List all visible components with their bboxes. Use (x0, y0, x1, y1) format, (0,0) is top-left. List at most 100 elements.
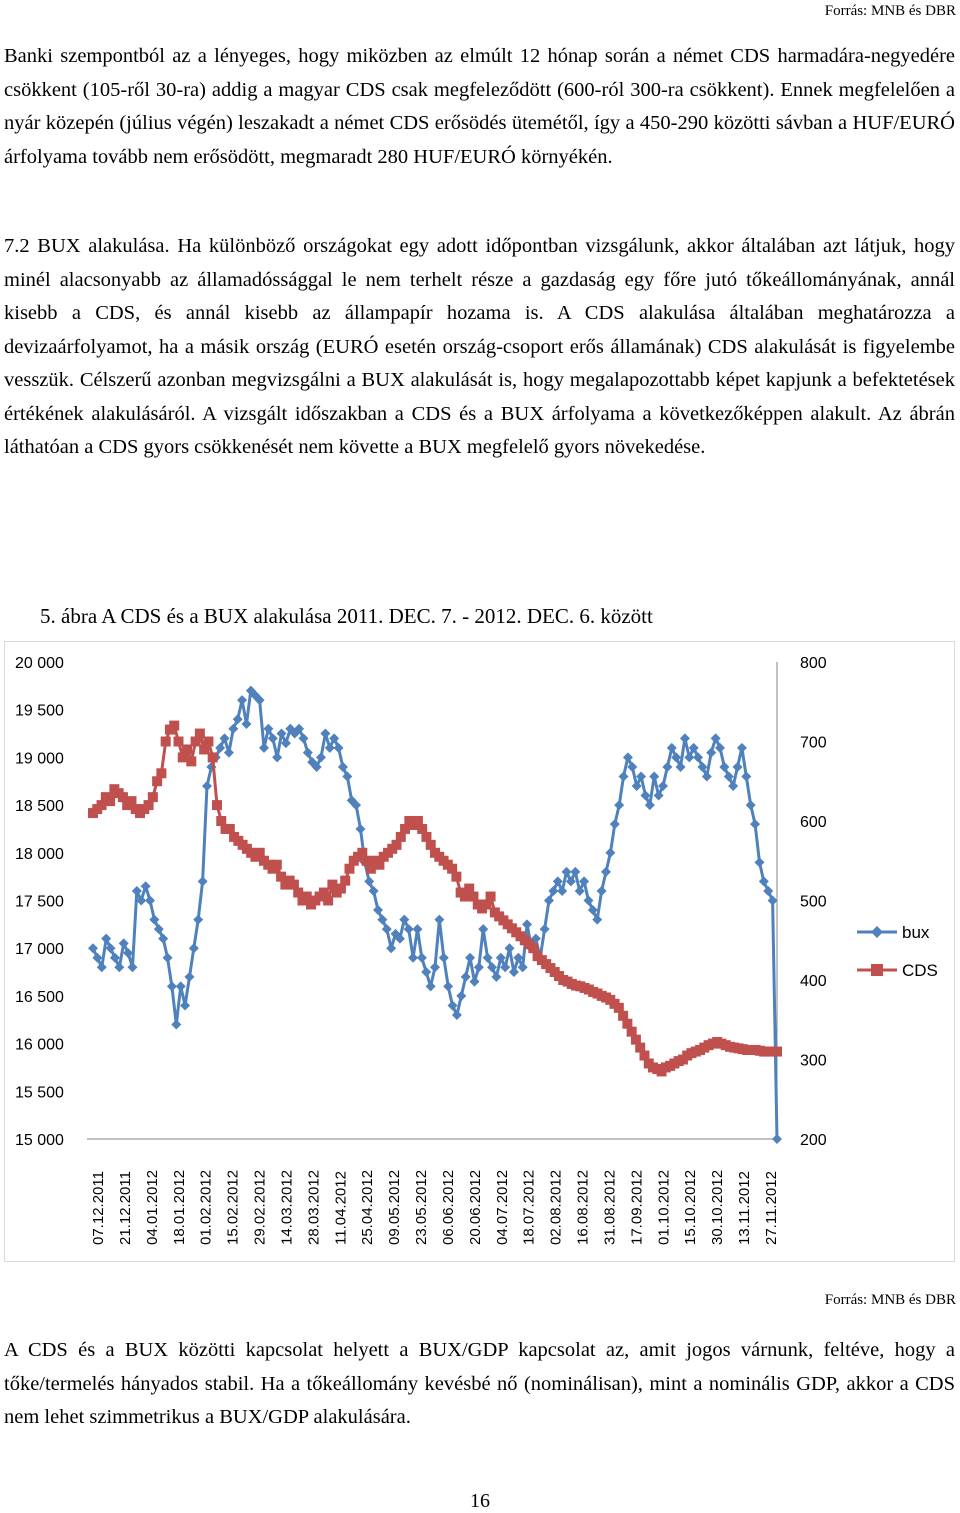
right-axis-tick-label: 200 (800, 1132, 827, 1149)
bux-data-point (736, 742, 747, 753)
bux-data-point (658, 781, 668, 792)
left-axis-tick-label: 19 500 (15, 703, 64, 720)
cds-data-point (169, 720, 180, 731)
bux-data-point (460, 971, 471, 982)
bux-data-point (662, 761, 673, 772)
section-heading: 7.2 BUX alakulása. (4, 235, 170, 257)
bux-data-point (482, 952, 493, 963)
left-axis-tick-label: 16 500 (15, 989, 64, 1006)
left-axis-tick-label: 15 000 (15, 1132, 64, 1149)
bux-data-point (508, 967, 519, 978)
cds-data-point (357, 847, 368, 858)
bux-data-point (421, 967, 432, 978)
legend-marker-bux (871, 926, 883, 938)
bux-data-point (394, 933, 405, 944)
bux-data-point (473, 962, 484, 973)
cds-data-point (177, 752, 188, 763)
bux-data-point (622, 752, 633, 763)
bux-data-point (544, 895, 554, 906)
bux-data-point (140, 881, 151, 892)
right-axis-tick-label: 700 (800, 735, 827, 752)
bux-data-point (145, 895, 155, 906)
cds-data-point (211, 800, 222, 811)
bux-data-point (631, 781, 642, 792)
bux-data-point (403, 924, 414, 935)
bux-data-point (772, 1134, 782, 1144)
x-axis-tick-label: 28.03.2012 (305, 1170, 322, 1245)
bux-data-point (302, 747, 313, 758)
bux-data-point (294, 723, 305, 734)
legend-label-cds: CDS (902, 961, 938, 980)
x-axis-tick-label: 30.10.2012 (709, 1170, 726, 1245)
cds-data-point (327, 879, 338, 890)
cds-data-point (468, 891, 479, 902)
bux-data-point (364, 876, 375, 887)
cds-data-point (182, 744, 193, 755)
bux-data-point (193, 914, 204, 925)
x-axis-tick-label: 13.11.2012 (736, 1171, 753, 1245)
bux-data-point (289, 728, 300, 739)
left-axis-tick-label: 17 000 (15, 941, 64, 958)
x-axis-tick-label: 23.05.2012 (413, 1170, 430, 1245)
bux-data-point (188, 943, 199, 954)
bux-data-point (166, 981, 177, 992)
cds-data-point (288, 879, 299, 890)
x-axis-tick-label: 01.10.2012 (655, 1170, 672, 1245)
bux-data-point (416, 952, 427, 963)
bux-data-point (745, 800, 756, 811)
bux-data-point (671, 752, 682, 763)
x-axis-tick-label: 06.06.2012 (440, 1170, 457, 1245)
cds-data-point (126, 796, 137, 807)
bux-data-point (377, 914, 388, 925)
cds-data-point (464, 883, 475, 894)
x-axis-tick-label: 04.01.2012 (144, 1170, 161, 1245)
cds-data-point (96, 800, 107, 811)
cds-data-point (425, 839, 436, 850)
cds-data-point (613, 1002, 624, 1013)
bux-data-point (754, 857, 765, 868)
bux-data-point (719, 761, 730, 772)
bux-data-point (517, 962, 528, 973)
cds-data-point (622, 1018, 633, 1029)
bux-data-point (92, 952, 103, 963)
bux-data-point (732, 761, 743, 772)
bux-data-point (223, 747, 234, 758)
cds-data-point (639, 1050, 650, 1061)
bux-data-point (583, 895, 594, 906)
bux-data-point (320, 728, 331, 739)
x-axis-tick-label: 07.12.2011 (90, 1171, 107, 1245)
bux-data-point (399, 914, 410, 925)
cds-data-point (635, 1042, 646, 1053)
x-axis-tick-label: 15.02.2012 (225, 1170, 242, 1245)
x-axis-tick-label: 20.06.2012 (467, 1170, 484, 1245)
bux-data-point (565, 876, 576, 887)
bux-data-point (373, 905, 383, 916)
cds-data-point (203, 736, 214, 747)
bux-data-point (443, 981, 454, 992)
bux-data-point (337, 761, 348, 772)
cds-data-point (190, 736, 201, 747)
bux-data-point (118, 938, 129, 949)
bux-data-point (96, 962, 107, 973)
x-axis-tick-label: 25.04.2012 (359, 1170, 376, 1245)
x-axis-tick-label: 04.07.2012 (494, 1170, 511, 1245)
source-note-top: Forrás: MNB és DBR (824, 3, 956, 19)
bux-data-point (276, 728, 287, 739)
cds-data-point (143, 800, 154, 811)
cds-data-point (417, 823, 428, 834)
x-axis-tick-label: 21.12.2011 (117, 1171, 134, 1245)
bux-data-point (513, 952, 524, 963)
cds-data-point (421, 831, 432, 842)
bux-data-point (614, 800, 625, 811)
x-axis-tick-label: 31.08.2012 (601, 1170, 618, 1245)
cds-data-point (374, 859, 385, 870)
source-note-bottom: Forrás: MNB és DBR (824, 1292, 956, 1308)
bux-data-point (491, 971, 502, 982)
bux-data-point (487, 962, 497, 973)
cds-data-point (626, 1026, 637, 1037)
bux-data-point (465, 952, 476, 963)
x-axis-tick-label: 27.11.2012 (763, 1171, 780, 1245)
cds-data-point (199, 744, 210, 755)
cds-data-point (301, 891, 312, 902)
bux-data-point (219, 733, 230, 744)
